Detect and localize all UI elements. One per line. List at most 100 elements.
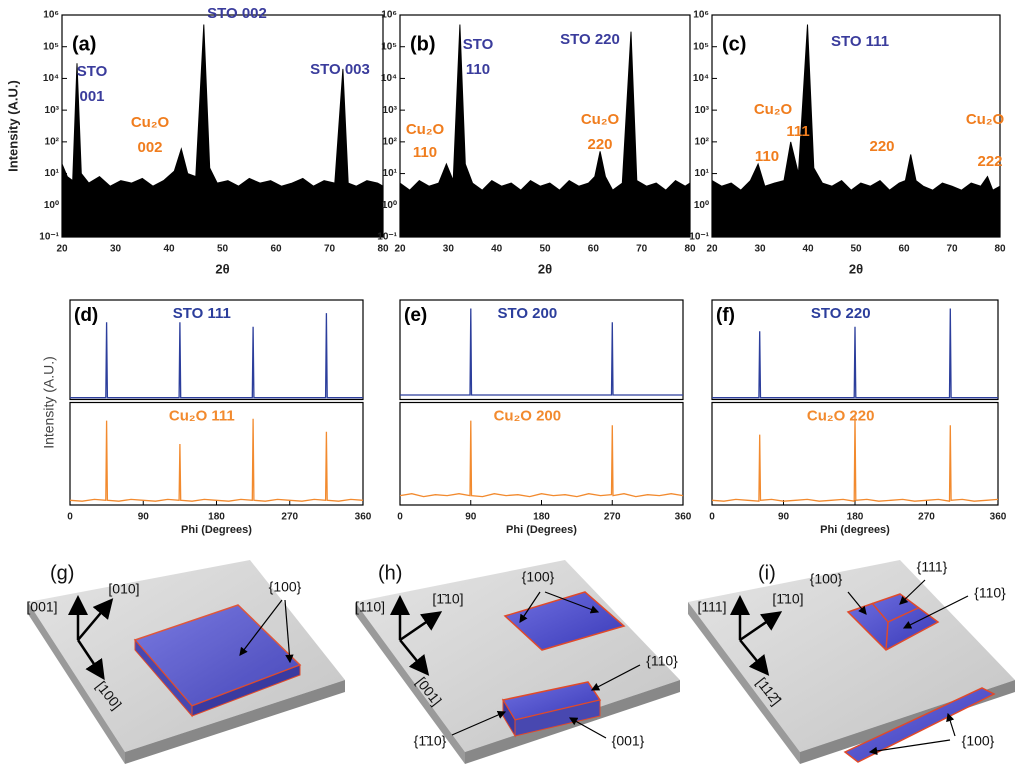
x-tick-label: 270 xyxy=(281,512,298,523)
pointer xyxy=(544,591,600,614)
x-tick-label: 360 xyxy=(355,512,372,523)
annotation: STO xyxy=(77,63,108,80)
x-tick-label: 40 xyxy=(802,244,814,255)
pointer xyxy=(868,739,951,756)
crystal-edge xyxy=(885,621,889,651)
series-label: Cu₂O 200 xyxy=(494,407,562,424)
x-tick-label: 40 xyxy=(163,244,175,255)
x-tick-label: 270 xyxy=(918,512,935,523)
annotation: 222 xyxy=(977,153,1002,170)
crystal-side xyxy=(191,664,301,717)
series-line xyxy=(69,418,364,502)
x-tick-label: 180 xyxy=(847,512,864,523)
panel-title: (e) xyxy=(404,305,427,326)
substrate-side xyxy=(28,602,125,764)
series-label: Cu₂O 111 xyxy=(169,407,235,424)
y-tick-label: 10² xyxy=(383,136,398,147)
x-tick-label: 30 xyxy=(110,244,122,255)
x-axis-label: 2θ xyxy=(215,261,229,276)
x-tick-label: 80 xyxy=(377,244,389,255)
spectrum xyxy=(399,24,691,238)
facet-label: {100} xyxy=(269,579,302,595)
y-tick-label: 10⁴ xyxy=(43,73,59,84)
y-tick-label: 10⁵ xyxy=(381,41,397,52)
annotation: 220 xyxy=(869,138,894,155)
axis-label: [111] xyxy=(697,599,726,615)
y-tick-label: 10⁵ xyxy=(43,41,59,52)
x-tick-label: 30 xyxy=(443,244,455,255)
x-tick-label: 50 xyxy=(850,244,862,255)
x-axis-label: Phi (Degrees) xyxy=(181,524,252,536)
crystal xyxy=(843,687,996,763)
facet-label: {111} xyxy=(917,559,948,575)
y-tick-label: 10² xyxy=(695,136,710,147)
substrate-side xyxy=(125,680,345,764)
x-tick-label: 50 xyxy=(217,244,229,255)
pointer xyxy=(239,599,283,656)
y-tick-label: 10⁰ xyxy=(694,200,709,211)
series-label: STO 200 xyxy=(497,305,557,322)
subplot-frame xyxy=(399,299,684,401)
panel-title: (f) xyxy=(716,305,735,326)
annotation: 111 xyxy=(786,123,809,140)
pointer xyxy=(902,595,969,629)
series-line xyxy=(712,308,998,399)
x-tick-label: 180 xyxy=(533,512,550,523)
y-tick-label: 10⁰ xyxy=(44,200,59,211)
annotation: Cu₂O xyxy=(581,111,620,128)
pointer xyxy=(946,712,956,737)
series-line xyxy=(70,313,363,399)
diagram-i: (i) [111] [1̄10] [112̄] {100} {111} {110… xyxy=(688,559,1015,764)
x-tick-label: 70 xyxy=(324,244,336,255)
y-tick-label: 10⁻¹ xyxy=(689,232,709,243)
pointer xyxy=(519,591,541,623)
annotation: 001 xyxy=(79,88,104,105)
y-tick-label: 10¹ xyxy=(383,168,398,179)
facet-label: {110} xyxy=(646,653,678,669)
y-tick-label: 10³ xyxy=(695,105,710,116)
pointer xyxy=(568,717,607,739)
x-tick-label: 60 xyxy=(588,244,600,255)
axis-arrow xyxy=(399,611,443,642)
series-label: STO 111 xyxy=(173,305,231,322)
panel-title: (c) xyxy=(722,33,746,55)
axis-label: [001] xyxy=(26,599,57,615)
x-tick-label: 80 xyxy=(684,244,696,255)
annotation: Cu₂O xyxy=(754,101,793,118)
series-line xyxy=(399,420,684,498)
panel-label: (i) xyxy=(758,562,776,584)
y-tick-label: 10¹ xyxy=(695,168,710,179)
y-tick-label: 10⁵ xyxy=(693,41,709,52)
y-tick-label: 10³ xyxy=(383,105,398,116)
x-axis-label: 2θ xyxy=(538,261,552,276)
panel-title: (a) xyxy=(72,33,96,55)
annotation: STO 002 xyxy=(207,5,267,22)
y-tick-label: 10⁴ xyxy=(693,73,709,84)
x-tick-label: 90 xyxy=(138,512,150,523)
y-tick-label: 10⁶ xyxy=(693,10,709,21)
facet-label: {100} xyxy=(810,571,843,587)
axis-label: [1̄10] xyxy=(432,591,463,607)
x-tick-label: 20 xyxy=(394,244,406,255)
facet-label: {001} xyxy=(612,733,645,749)
pointer xyxy=(847,591,867,615)
annotation: STO 220 xyxy=(560,31,620,48)
axis-arrow xyxy=(739,611,783,642)
subplot-frame xyxy=(69,299,364,401)
y-tick-label: 10⁻¹ xyxy=(377,232,397,243)
x-axis-label: 2θ xyxy=(849,261,863,276)
substrate xyxy=(688,560,1015,752)
panel-title: (b) xyxy=(410,33,436,55)
x-tick-label: 70 xyxy=(636,244,648,255)
x-axis-label: Phi (Degrees) xyxy=(506,524,577,536)
pointer xyxy=(899,579,926,605)
axis-arrow xyxy=(76,639,105,681)
plot-frame xyxy=(61,14,384,238)
crystal xyxy=(846,593,940,651)
x-tick-label: 50 xyxy=(539,244,551,255)
annotation: 002 xyxy=(137,139,162,156)
axis-label: [110] xyxy=(355,599,385,615)
x-tick-label: 0 xyxy=(67,512,73,523)
spectrum xyxy=(711,24,1001,238)
x-tick-label: 60 xyxy=(270,244,282,255)
